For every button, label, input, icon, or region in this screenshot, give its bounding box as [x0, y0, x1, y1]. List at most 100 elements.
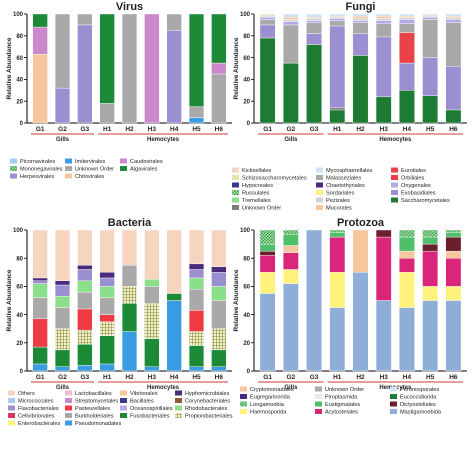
legend-item: Cryptomonadales — [250, 387, 294, 393]
legend-swatch — [232, 167, 239, 173]
legend-item: Lactobacillales — [75, 391, 112, 397]
bar-segment-algavirales — [211, 13, 227, 64]
bar-segment-acytostelales — [399, 258, 415, 273]
y-tick-label: 100 — [240, 228, 251, 234]
legend-swatch — [175, 398, 182, 403]
bar-segment-fusobacteriales — [144, 338, 160, 367]
bar-segment-mycosphaerellales — [422, 13, 439, 16]
x-tick-label: H6 — [215, 374, 224, 381]
legend-swatch — [120, 390, 127, 396]
bar-segment-fusobacteriales — [166, 293, 182, 301]
x-tick-label: H2 — [125, 374, 134, 381]
bar-segment-mucorales — [352, 15, 369, 19]
legend: Kickxellales Mycosphaerellales Eurotiales S… — [232, 167, 450, 212]
legend-swatch — [232, 190, 239, 195]
legend-swatch — [315, 386, 322, 392]
y-tick-label: 100 — [13, 12, 24, 18]
x-tick-label: G2 — [58, 126, 67, 133]
bar-segment-fusobacteriales — [77, 344, 93, 366]
group-label: Hemocytes — [147, 137, 180, 143]
chart-panel-virus: Virus Relative Abundance 0 20 40 60 80 100 G1 G2 G… — [6, 1, 232, 180]
bar-segment-fusobacteriales — [121, 303, 138, 332]
group-label: Hemocytes — [379, 137, 412, 143]
bar-segment-fusobacteriales — [188, 345, 205, 367]
bar-segment-exobasidiales — [329, 25, 346, 108]
legend-swatch — [65, 413, 72, 418]
bar-segment-propionibacteriales — [188, 331, 205, 346]
y-axis-label: Relative Abundance — [233, 37, 240, 99]
legend: Cryptomonadales Unknown Order Peronosporal… — [240, 386, 442, 416]
bar-segment-eustigmatales — [399, 236, 415, 252]
x-tick-label: H5 — [426, 374, 435, 381]
legend-item: Micrococcales — [18, 399, 54, 405]
legend-item: Dictyosteliales — [400, 402, 436, 408]
legend-swatch — [316, 175, 323, 180]
legend-swatch — [65, 420, 72, 426]
y-tick-label: 0 — [20, 121, 24, 127]
legend-swatch — [65, 173, 72, 179]
bar-segment-algavirales — [99, 13, 115, 104]
bar-segment-mucorales — [282, 17, 299, 20]
legend-item: Longamoebia — [250, 402, 285, 408]
legend-item: Acytostelales — [325, 410, 358, 416]
bar-segment-acytostelales — [445, 258, 462, 287]
bar-segment-hyphomicrobiales — [32, 277, 48, 281]
y-tick-label: 40 — [243, 78, 250, 84]
bar-segment-propionibacteriales — [99, 321, 115, 336]
legend-item: Peronosporales — [400, 387, 439, 393]
bar-segment-exobasidiales — [352, 33, 369, 56]
bar-segment-burkholderiales — [77, 291, 93, 310]
bar-segment-pseudomonadales — [121, 331, 138, 372]
x-tick-label: H1 — [333, 374, 342, 381]
bar-segment-haemosporida — [282, 269, 299, 284]
legend-item: Hypocreales — [242, 183, 273, 189]
y-tick-label: 100 — [13, 228, 24, 234]
legend-item: Onygenales — [401, 183, 431, 189]
legend-item: Burkholderiales — [75, 414, 114, 420]
bar-segment-saccharomycetales — [399, 90, 415, 124]
legend-item: Orbiliales — [401, 176, 425, 182]
legend-item: Algavirales — [130, 167, 158, 173]
legend: Picornavirales Imitervirales Caudovirales M… — [10, 158, 163, 180]
legend-item: Mastigamoebida — [400, 410, 442, 416]
bar-segment-herpesvirales — [166, 30, 182, 124]
x-tick-label: H6 — [449, 374, 458, 381]
legend-item: Pezizales — [326, 198, 350, 204]
y-tick-label: 80 — [243, 256, 250, 262]
legend-swatch — [120, 398, 127, 403]
bar-segment-pasteurellales — [99, 314, 115, 322]
bar-segment-oceanospirillales — [188, 269, 205, 279]
bar-segment-pseudomonadales — [144, 366, 160, 372]
bar-segment-cryptomonadales — [399, 250, 415, 259]
legend-swatch — [240, 394, 247, 399]
x-tick-label: H1 — [333, 126, 342, 133]
bar-segment-eurotiales — [399, 32, 415, 64]
bar-segment-mastigamoebida — [375, 300, 392, 372]
bar-segment-pasteurellales — [32, 318, 48, 348]
bar-segment-pasteurellales — [188, 310, 205, 332]
legend-item: Eucoccidiorida — [400, 395, 437, 401]
bar-segment-dictyosteliales — [375, 229, 392, 238]
bar-segment-saccharomycetales — [445, 109, 462, 124]
legend-swatch — [120, 158, 127, 164]
legend-swatch — [315, 394, 322, 399]
group-label: Gills — [56, 385, 70, 391]
bar-segment-mastigamoebida — [282, 283, 299, 372]
legend-swatch — [316, 167, 323, 173]
x-tick-label: H1 — [103, 126, 112, 133]
legend-swatch — [120, 413, 127, 418]
bar-segment-propionibacteriales — [77, 329, 93, 345]
legend-swatch — [8, 413, 15, 418]
bar-segment-saccharomycetales — [422, 95, 439, 124]
bar-segment-malasseziales — [399, 23, 415, 33]
legend-item: Flavobacteriales — [18, 406, 59, 412]
x-tick-label: G2 — [58, 374, 67, 381]
bar-segment-saccharomycetales — [306, 44, 322, 124]
legend-swatch — [8, 398, 15, 403]
legend-item: Bacillales — [130, 399, 154, 405]
bar-segment-eustigmatales — [422, 236, 439, 245]
bar-segment-fusobacteriales — [99, 335, 115, 365]
x-tick-label: G3 — [310, 126, 319, 133]
chart-panel-bacteria: Bacteria Relative Abundance 0 20 40 60 80 100 G1… — [6, 217, 233, 427]
bar-segment-cryptomonadales — [352, 229, 369, 273]
